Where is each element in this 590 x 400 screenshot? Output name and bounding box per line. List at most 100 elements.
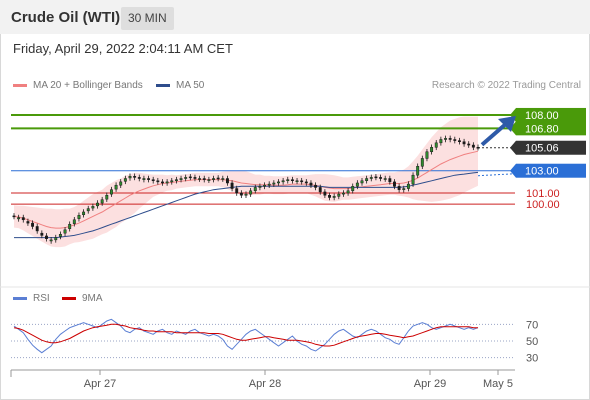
ma50-legend-label: MA 50 (176, 80, 205, 91)
candle-body (393, 181, 396, 187)
candle-body (462, 141, 466, 145)
candle-body (105, 194, 109, 200)
candle-body (193, 177, 197, 179)
candle-body (244, 193, 248, 196)
level-box-tip-2 (510, 140, 516, 155)
level-box-2 (516, 140, 586, 155)
level-label-2: 105.06 (525, 143, 559, 155)
candle-body (476, 147, 480, 149)
candle-body (151, 179, 155, 182)
candle-body (179, 178, 183, 180)
level-box-1 (516, 121, 586, 136)
candle-body (96, 202, 99, 207)
candle-body (439, 139, 443, 144)
candle-body (68, 223, 72, 229)
ma50-swatch (156, 84, 170, 87)
rsi-ma9-line (13, 323, 478, 347)
candle-body (457, 140, 461, 142)
candle-body (314, 184, 318, 188)
candle-body (77, 215, 81, 219)
candle-body (341, 192, 345, 195)
candle-body (467, 143, 471, 146)
candle-body (72, 219, 76, 224)
candle-body (258, 186, 262, 188)
candle-body (202, 178, 206, 180)
candle-body (281, 180, 285, 183)
candle-body (355, 182, 359, 187)
candle-body (230, 182, 234, 189)
candle-body (49, 239, 53, 242)
candle-body (453, 139, 457, 141)
candle-body (45, 235, 48, 239)
candle-body (383, 178, 387, 180)
candle-body (100, 199, 104, 204)
candle-body (444, 138, 447, 140)
candle-body (304, 181, 308, 184)
candle-body (161, 181, 164, 184)
candle-body (379, 177, 383, 179)
candle-body (207, 179, 211, 181)
rsi-tick-50: 50 (526, 336, 538, 348)
candle-body (174, 179, 178, 182)
candle-body (91, 206, 95, 209)
candle-body (188, 176, 192, 179)
candle-body (114, 184, 118, 190)
candle-body (267, 183, 271, 186)
candle-body (337, 193, 341, 197)
ma20-swatch (13, 84, 27, 87)
candle-body (448, 138, 452, 140)
candle-body (63, 229, 67, 234)
candle-body (471, 144, 475, 148)
candle-body (235, 188, 239, 194)
candle-body (40, 232, 44, 236)
candle-body (277, 181, 280, 184)
level-label-4: 101.00 (526, 188, 560, 200)
ma9-swatch (62, 297, 76, 300)
candle-body (309, 182, 313, 186)
candle-body (216, 177, 220, 180)
candle-body (82, 211, 86, 216)
candle-body (142, 178, 146, 180)
ma20-legend-label: MA 20 + Bollinger Bands (33, 80, 143, 91)
candle-body (249, 190, 253, 195)
candle-body (225, 178, 229, 184)
rsi-line (13, 318, 479, 354)
ma9-legend-label: 9MA (82, 293, 103, 304)
candle-body (402, 188, 406, 190)
candle-body (365, 178, 369, 182)
candle-body (374, 176, 378, 179)
candle-body (253, 187, 257, 192)
candle-body (31, 222, 35, 227)
candle-body (86, 208, 90, 212)
candle-body (109, 189, 113, 195)
header-bar: Crude Oil (WTI) 30 MIN (0, 0, 590, 34)
candle-body (221, 178, 225, 180)
candle-body (351, 186, 355, 192)
x-tick-label-0: Apr 27 (84, 378, 116, 390)
candle-body (397, 186, 401, 190)
candle-body (295, 180, 299, 183)
ma50-legend: MA 50 (156, 80, 204, 91)
level-box-0 (516, 107, 586, 122)
candle-body (128, 176, 132, 179)
candle-body (290, 179, 294, 182)
candle-body (411, 174, 415, 185)
candle-body (119, 181, 123, 186)
candle-body (147, 178, 151, 180)
timestamp: Friday, April 29, 2022 2:04:11 AM CET (13, 41, 233, 56)
credit-text: Research © 2022 Trading Central (431, 80, 581, 91)
candle-body (406, 183, 410, 189)
candle-body (21, 217, 25, 221)
candle-body (323, 191, 327, 196)
candle-body (300, 180, 304, 183)
candle-body (286, 179, 290, 182)
candle-body (184, 177, 188, 179)
candle-body (272, 182, 276, 185)
forecast-arrow-shaft (480, 121, 509, 147)
level-label-0: 108.00 (525, 110, 559, 122)
candle-body (346, 190, 350, 194)
candle-body (434, 142, 438, 148)
interval-badge[interactable]: 30 MIN (121, 7, 174, 30)
ma20-line (13, 150, 479, 229)
candle-body (416, 166, 420, 176)
